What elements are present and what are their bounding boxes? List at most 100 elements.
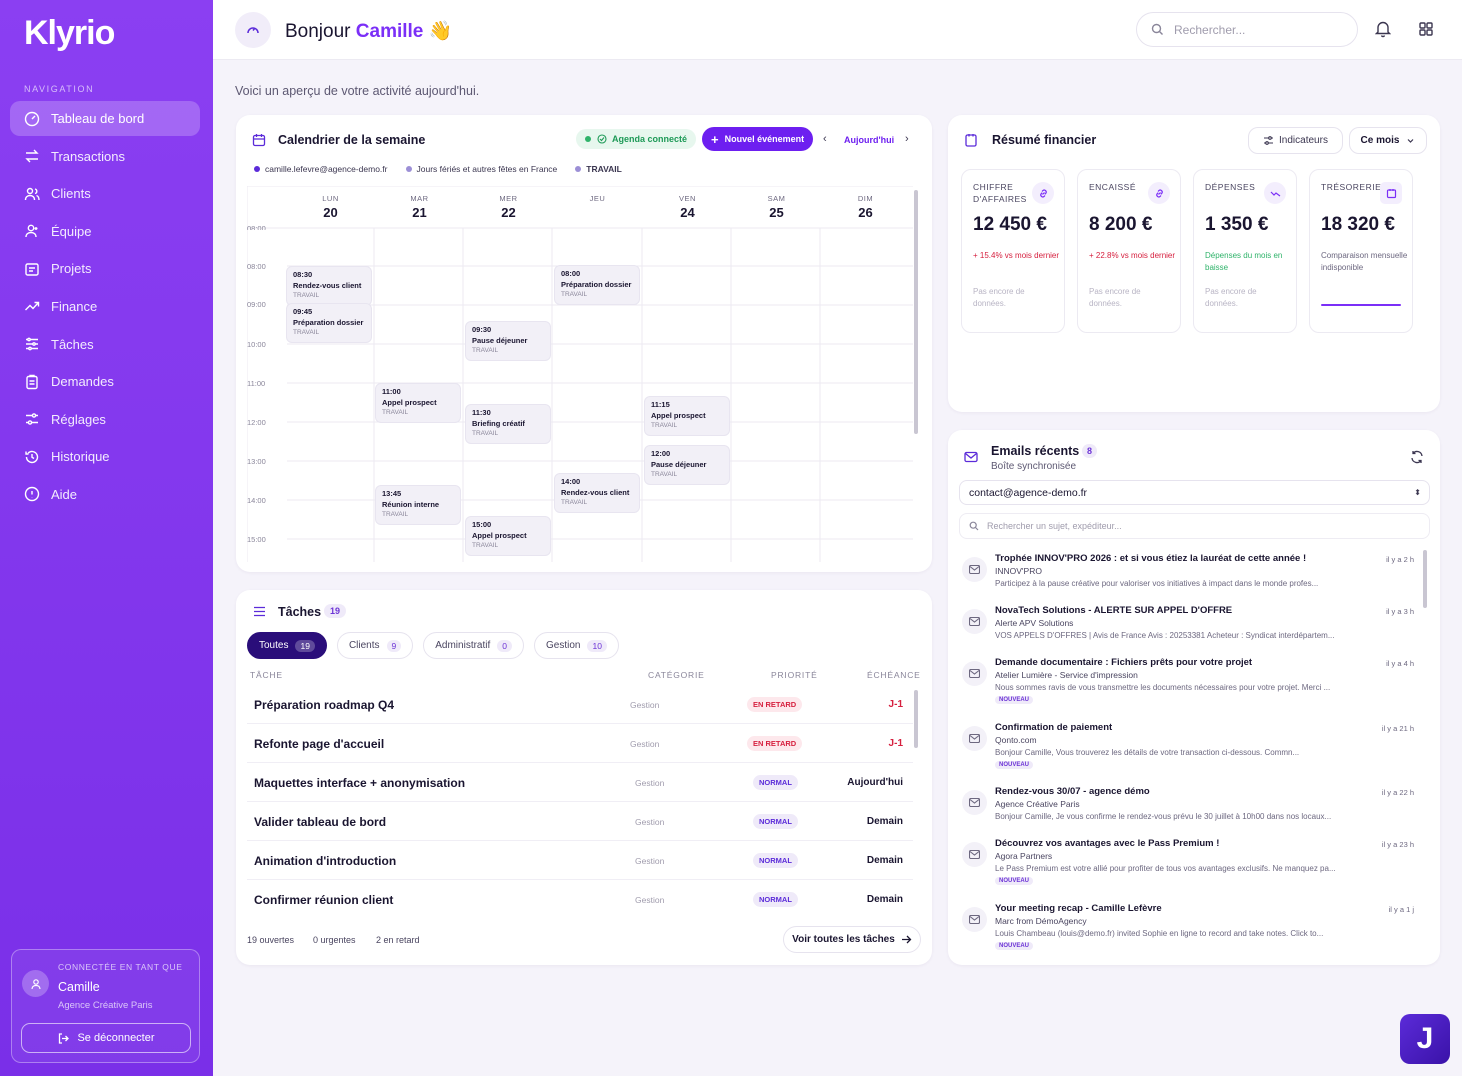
view-all-tasks-button[interactable]: Voir toutes les tâches <box>783 926 921 953</box>
col-header-category[interactable]: CATÉGORIE <box>648 670 705 680</box>
table-row[interactable]: Valider tableau de bord Gestion NORMAL De… <box>247 803 913 841</box>
assistant-button[interactable]: J <box>1400 1014 1450 1064</box>
mail-icon <box>962 661 987 686</box>
mail-icon <box>962 726 987 751</box>
trend-down-icon <box>1264 182 1286 204</box>
time-label: 08:00 <box>247 262 266 271</box>
nav-item-dashboard[interactable]: Tableau de bord <box>10 101 200 136</box>
calendar-event[interactable]: 11:00 Appel prospect TRAVAIL <box>376 384 460 422</box>
nav-item-transactions[interactable]: Transactions <box>10 139 200 174</box>
tasks-count-badge: 19 <box>324 604 347 618</box>
period-select[interactable]: Ce mois <box>1349 127 1427 154</box>
mail-account-select[interactable]: contact@agence-demo.fr ⬍ <box>959 480 1430 505</box>
team-icon <box>25 224 38 238</box>
tasks-footer-open: 19 ouvertes <box>247 935 295 945</box>
tab-all[interactable]: Toutes 19 <box>247 632 327 659</box>
email-item[interactable]: Your meeting recap - Camille Lefèvre Marc… <box>958 902 1426 957</box>
table-row[interactable]: Préparation roadmap Q4 Gestion EN RETARD … <box>247 686 913 724</box>
notifications-button[interactable] <box>1375 20 1391 38</box>
dashboard-icon <box>247 27 259 34</box>
calendar-event[interactable]: 15:00 Appel prospect TRAVAIL <box>466 517 550 555</box>
page-title: Bonjour Camille 👋 <box>285 21 453 42</box>
calendar-event[interactable]: 12:00 Pause déjeuner TRAVAIL <box>645 446 729 484</box>
email-item[interactable]: Découvrez vos avantages avec le Pass Pre… <box>958 837 1426 897</box>
wave-emoji: 👋 <box>428 21 453 42</box>
day-header[interactable]: MAR 21 <box>410 194 429 220</box>
nav-item-finance[interactable]: Finance <box>10 289 200 324</box>
nav-item-tasks[interactable]: Tâches <box>10 327 200 362</box>
nav-item-projects[interactable]: Projets <box>10 251 200 286</box>
calendar-event[interactable]: 08:30 Rendez-vous client TRAVAIL <box>287 267 371 305</box>
finance-card: Résumé financier Indicateurs Ce mois <box>948 115 1440 412</box>
kpi-card-expenses[interactable]: DÉPENSES 1 350 € Dépenses du mois en bai… <box>1193 169 1297 333</box>
arrow-right-icon <box>901 935 912 944</box>
calendar-chip[interactable]: TRAVAIL <box>575 164 622 174</box>
kpi-card-revenue[interactable]: CHIFFRE D'AFFAIRES 12 450 € + 15.4% vs m… <box>961 169 1065 333</box>
calendar-event[interactable]: 11:15 Appel prospect TRAVAIL <box>645 397 729 435</box>
calendar-icon <box>250 131 268 149</box>
priority-badge: EN RETARD <box>747 736 803 751</box>
calendar-event[interactable]: 13:45 Réunion interne TRAVAIL <box>376 486 460 524</box>
nav-item-settings[interactable]: Réglages <box>10 402 200 437</box>
email-item[interactable]: Rendez-vous 30/07 - agence démo Agence Cr… <box>958 785 1426 837</box>
day-header[interactable]: JEU <box>589 194 606 203</box>
table-row[interactable]: Maquettes interface + anonymisation Gesti… <box>247 764 913 802</box>
next-week-button[interactable]: › <box>905 133 909 145</box>
calendar-chip[interactable]: camille.lefevre@agence-demo.fr <box>254 164 388 174</box>
email-search-input[interactable]: Rechercher un sujet, expéditeur... <box>959 513 1430 539</box>
dashboard-badge <box>235 12 271 48</box>
tab-management[interactable]: Gestion 10 <box>534 632 619 659</box>
kpi-card-collected[interactable]: ENCAISSÉ 8 200 € + 22.8% vs mois dernier… <box>1077 169 1181 333</box>
table-row[interactable]: Confirmer réunion client Gestion NORMAL D… <box>254 892 903 907</box>
tab-admin[interactable]: Administratif 0 <box>423 632 524 659</box>
day-header[interactable]: DIM 26 <box>857 194 874 220</box>
nav-item-help[interactable]: Aide <box>10 477 200 512</box>
calendar-event[interactable]: 09:30 Pause déjeuner TRAVAIL <box>466 322 550 360</box>
col-header-due[interactable]: ÉCHÉANCE <box>867 670 921 680</box>
email-item[interactable]: Demande documentaire : Fichiers prêts po… <box>958 656 1426 716</box>
day-header[interactable]: SAM 25 <box>767 194 786 220</box>
time-label: 14:00 <box>247 496 266 505</box>
nav-item-team[interactable]: Équipe <box>10 214 200 249</box>
nav-item-clients[interactable]: Clients <box>10 176 200 211</box>
prev-week-button[interactable]: ‹ <box>823 133 827 145</box>
logout-button[interactable]: Se déconnecter <box>21 1023 191 1053</box>
calendar-event[interactable]: 09:45 Préparation dossier TRAVAIL <box>287 304 371 342</box>
tasks-scrollbar[interactable] <box>914 690 918 748</box>
day-header[interactable]: LUN 20 <box>322 194 339 220</box>
indicators-button[interactable]: Indicateurs <box>1248 127 1343 154</box>
time-label: 15:00 <box>247 535 266 544</box>
email-item[interactable]: Confirmation de paiement Qonto.com Bonjour… <box>958 721 1426 781</box>
user-card-label: CONNECTÉE EN TANT QUE <box>58 962 183 972</box>
calendar-event[interactable]: 08:00 Préparation dossier TRAVAIL <box>555 266 639 304</box>
day-header[interactable]: MER 22 <box>499 194 518 220</box>
nav-item-history[interactable]: Historique <box>10 439 200 474</box>
time-label: 10:00 <box>247 340 266 349</box>
wallet-icon <box>1380 182 1402 204</box>
col-header-priority[interactable]: PRIORITÉ <box>771 670 818 680</box>
refresh-button[interactable] <box>1410 450 1424 464</box>
tab-clients[interactable]: Clients 9 <box>336 632 414 659</box>
emails-scrollbar[interactable] <box>1423 550 1427 608</box>
tasks-icon <box>26 337 38 351</box>
tasks-icon <box>250 602 268 620</box>
nav-item-requests[interactable]: Demandes <box>10 364 200 399</box>
calendar-event[interactable]: 11:30 Briefing créatif TRAVAIL <box>466 405 550 443</box>
apps-button[interactable] <box>1418 21 1434 37</box>
email-item[interactable]: Trophée INNOV'PRO 2026 : et si vous étie… <box>958 552 1426 604</box>
calendar-chip[interactable]: Jours fériés et autres fêtes en France <box>405 164 557 174</box>
col-header-task[interactable]: TÂCHE <box>250 670 283 680</box>
sidebar: Klyrio NAVIGATION Tableau de bord Transa… <box>0 0 213 1076</box>
email-item[interactable]: NovaTech Solutions - ALERTE SUR APPEL D'… <box>958 604 1426 656</box>
mail-icon <box>962 609 987 634</box>
search-input[interactable]: Rechercher... <box>1136 12 1358 47</box>
new-event-button[interactable]: + Nouvel événement <box>702 127 814 151</box>
table-row[interactable]: Refonte page d'accueil Gestion EN RETARD … <box>247 725 913 763</box>
day-header[interactable]: VEN 24 <box>679 194 696 220</box>
kpi-card-treasury[interactable]: TRÉSORERIE 18 320 € Comparaison mensuell… <box>1309 169 1413 333</box>
calendar-event[interactable]: 14:00 Rendez-vous client TRAVAIL <box>555 474 639 512</box>
table-row[interactable]: Animation d'introduction Gestion NORMAL D… <box>247 842 913 880</box>
today-button[interactable]: Aujourd'hui <box>844 135 895 145</box>
new-badge: NOUVEAU <box>995 696 1034 704</box>
user-org: Agence Créative Paris <box>58 1000 153 1011</box>
